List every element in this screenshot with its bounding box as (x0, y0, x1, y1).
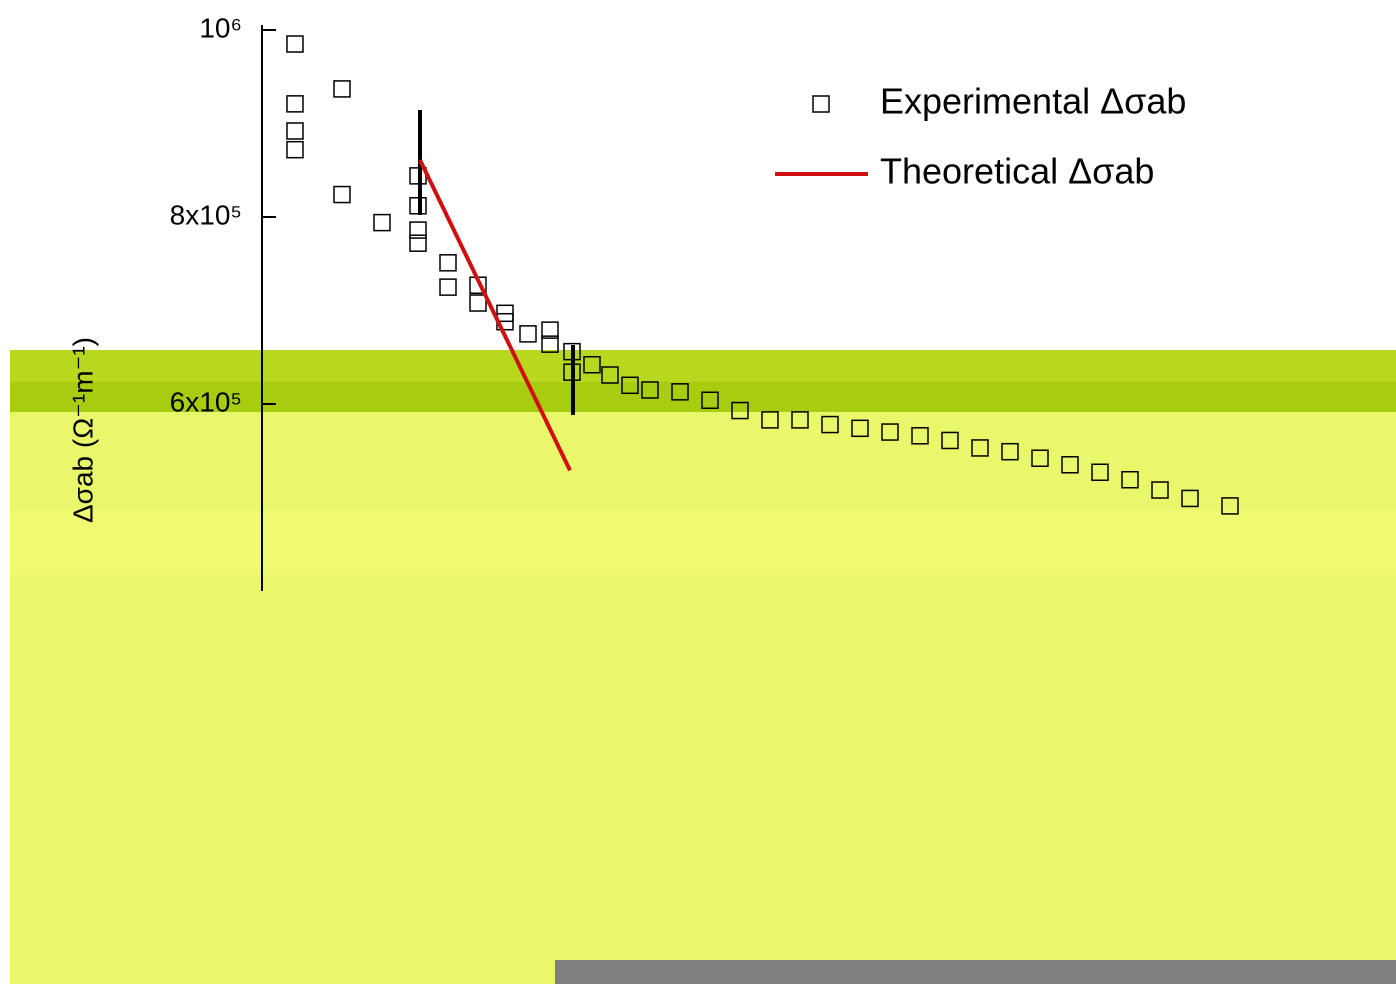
data-point (791, 411, 809, 429)
data-point (731, 401, 749, 420)
data-point (671, 383, 689, 401)
glitch-band (555, 960, 1396, 984)
y-tick-label: 10⁶ (199, 12, 242, 43)
data-line (418, 159, 572, 472)
y-axis-label: Δσab (Ω⁻¹m⁻¹) (67, 337, 98, 523)
data-point (1181, 489, 1199, 508)
data-point (373, 213, 391, 232)
data-point (286, 35, 304, 53)
data-point (911, 427, 929, 445)
data-point (583, 355, 601, 374)
data-point (1031, 449, 1049, 467)
data-point (286, 122, 304, 140)
data-point (519, 325, 537, 343)
data-point (469, 294, 487, 312)
data-point (701, 391, 719, 410)
data-point (333, 80, 351, 98)
data-point (409, 234, 427, 252)
data-point (971, 439, 989, 457)
y-tick-label: 8x10⁵ (170, 199, 242, 230)
data-point (1121, 470, 1139, 489)
data-point (821, 415, 839, 434)
data-point (761, 411, 779, 429)
data-point (1091, 463, 1109, 482)
data-point (563, 342, 581, 361)
data-point (621, 376, 639, 395)
data-point (941, 431, 959, 450)
data-point (409, 197, 427, 215)
data-point (439, 254, 457, 272)
y-tick-label: 6x10⁵ (170, 386, 242, 417)
data-point (333, 185, 351, 204)
data-point (1151, 481, 1169, 499)
data-point (541, 335, 559, 353)
data-point (851, 419, 869, 438)
legend-label: Experimental Δσab (880, 81, 1186, 122)
legend-marker (812, 95, 830, 113)
glitch-band (10, 510, 1396, 575)
data-point (286, 140, 304, 159)
data-point (881, 423, 899, 441)
data-point (601, 366, 619, 384)
data-point (1001, 442, 1019, 461)
legend-label: Theoretical Δσab (880, 151, 1154, 192)
glitch-band (10, 382, 1396, 412)
data-point (541, 321, 559, 339)
data-point (439, 278, 457, 296)
glitch-band (10, 412, 1396, 984)
data-point (641, 381, 659, 399)
data-point (286, 95, 304, 113)
data-point (1221, 497, 1239, 515)
data-point (563, 363, 581, 381)
data-point (409, 221, 427, 239)
data-point (1061, 456, 1079, 474)
